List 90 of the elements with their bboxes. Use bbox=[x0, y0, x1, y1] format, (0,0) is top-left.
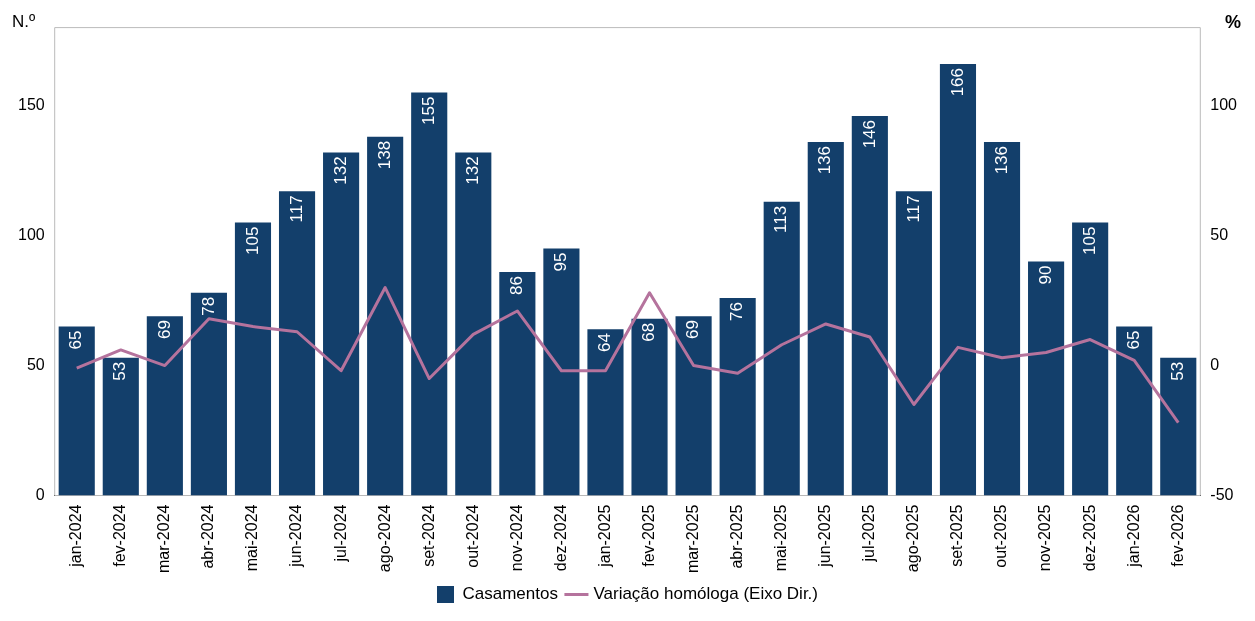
x-tick-label: set-2025 bbox=[948, 504, 966, 567]
data-label: 132 bbox=[330, 156, 350, 185]
data-label: 105 bbox=[242, 226, 262, 255]
data-label: 65 bbox=[1123, 330, 1143, 350]
data-label: 136 bbox=[991, 145, 1011, 175]
x-tick-label: fev-2024 bbox=[111, 504, 129, 567]
data-label: 136 bbox=[815, 145, 835, 175]
data-label: 105 bbox=[1079, 226, 1099, 255]
bar bbox=[278, 191, 316, 496]
bar bbox=[543, 248, 580, 496]
y-tick-label: 100 bbox=[17, 225, 45, 243]
legend-label: Variação homóloga (Eixo Dir.) bbox=[593, 584, 818, 604]
bar bbox=[234, 222, 272, 496]
bar bbox=[1160, 357, 1197, 496]
bar bbox=[58, 326, 95, 496]
data-label: 95 bbox=[551, 252, 571, 272]
data-label: 155 bbox=[418, 96, 438, 125]
data-label: 53 bbox=[1167, 361, 1187, 381]
bar bbox=[1072, 222, 1109, 496]
x-tick-label: set-2024 bbox=[419, 504, 437, 567]
x-tick-label: dez-2025 bbox=[1080, 504, 1098, 572]
bar bbox=[675, 316, 712, 496]
x-tick-label: abr-2025 bbox=[728, 504, 746, 569]
data-label: 64 bbox=[595, 333, 615, 353]
bar bbox=[895, 191, 932, 496]
bar bbox=[1028, 261, 1065, 496]
x-tick-label: nov-2025 bbox=[1036, 504, 1054, 572]
data-label: 166 bbox=[947, 67, 967, 97]
x-tick-label: dez-2024 bbox=[551, 504, 569, 572]
data-label: 117 bbox=[903, 195, 923, 223]
data-label: 76 bbox=[727, 301, 747, 321]
data-label: 90 bbox=[1035, 265, 1055, 285]
bar bbox=[499, 271, 536, 496]
data-label: 53 bbox=[110, 361, 130, 381]
bar bbox=[719, 297, 756, 496]
bar bbox=[851, 115, 888, 496]
bar bbox=[323, 152, 360, 496]
x-tick-label: jul-2025 bbox=[860, 504, 878, 563]
y-tick-label: 0 bbox=[35, 485, 45, 503]
bar bbox=[1116, 326, 1153, 496]
x-tick-label: mai-2024 bbox=[243, 504, 261, 572]
x-tick-label: mar-2024 bbox=[155, 504, 173, 574]
data-label: 117 bbox=[286, 195, 306, 223]
x-tick-label: ago-2025 bbox=[904, 504, 922, 573]
x-tick-label: out-2025 bbox=[992, 504, 1010, 568]
bar bbox=[146, 316, 183, 496]
data-label: 69 bbox=[683, 320, 703, 340]
bar bbox=[411, 92, 448, 496]
x-tick-label: nov-2024 bbox=[507, 504, 525, 572]
x-tick-label: ago-2024 bbox=[375, 504, 393, 573]
x-tick-label: mar-2025 bbox=[684, 504, 701, 574]
x-tick-label: fev-2025 bbox=[639, 504, 657, 567]
bar bbox=[939, 63, 977, 496]
bar bbox=[631, 318, 668, 496]
x-tick-label: jan-2026 bbox=[1124, 504, 1142, 568]
bar bbox=[587, 329, 624, 496]
data-label: 78 bbox=[198, 296, 218, 316]
bar bbox=[367, 136, 404, 496]
bar bbox=[102, 357, 139, 496]
x-tick-label: out-2024 bbox=[463, 504, 481, 568]
x-tick-label: jun-2024 bbox=[287, 504, 305, 568]
y-tick-label: 150 bbox=[17, 95, 45, 113]
y-axis-title: N.º bbox=[12, 12, 36, 32]
y2-axis-title: % bbox=[1224, 11, 1241, 32]
data-label: 68 bbox=[639, 322, 659, 342]
data-label: 138 bbox=[374, 140, 394, 170]
bar bbox=[763, 201, 800, 496]
x-tick-label: jan-2024 bbox=[67, 504, 85, 568]
data-label: 65 bbox=[66, 330, 86, 350]
x-tick-label: mai-2025 bbox=[772, 504, 790, 572]
y2-tick-label: 0 bbox=[1210, 355, 1220, 373]
bar bbox=[455, 152, 492, 496]
y-tick-label: 50 bbox=[26, 355, 45, 373]
bar bbox=[983, 141, 1021, 496]
legend-label: Casamentos bbox=[462, 584, 558, 604]
x-tick-label: jan-2025 bbox=[595, 504, 613, 568]
y2-tick-label: 50 bbox=[1210, 225, 1229, 243]
data-label: 113 bbox=[771, 205, 791, 233]
data-label: 69 bbox=[154, 320, 174, 340]
x-tick-label: jun-2025 bbox=[816, 504, 834, 568]
y2-tick-label: -50 bbox=[1210, 485, 1234, 503]
data-label: 86 bbox=[507, 275, 527, 295]
x-tick-label: abr-2024 bbox=[199, 504, 217, 569]
y2-tick-label: 100 bbox=[1210, 95, 1238, 113]
x-tick-label: fev-2026 bbox=[1168, 504, 1186, 567]
bar bbox=[807, 141, 844, 496]
data-label: 146 bbox=[859, 119, 879, 149]
bar bbox=[190, 292, 227, 496]
x-tick-label: jul-2024 bbox=[331, 504, 349, 563]
data-label: 132 bbox=[462, 156, 482, 185]
